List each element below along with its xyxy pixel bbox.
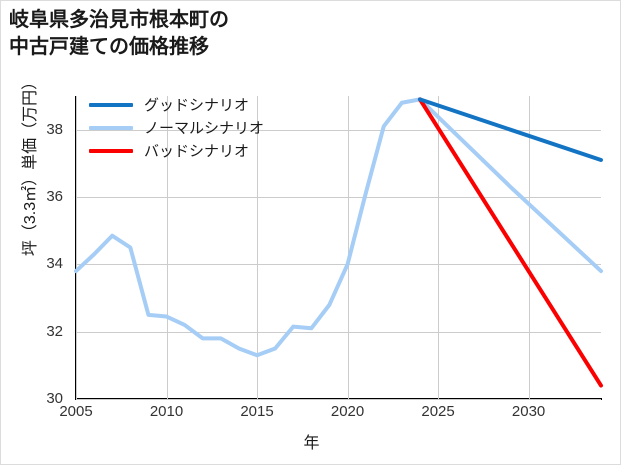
legend-item-label: ノーマルシナリオ [144,120,265,137]
x-axis-tick-labels: 2005 2010 2015 2020 2025 2030 [59,403,601,425]
x-axis-tick-label: 2005 [59,403,93,420]
gridline-vertical [76,96,77,399]
gridline-horizontal [76,129,601,131]
x-axis-tick-label: 2030 [511,403,546,420]
gridline-vertical [257,96,259,399]
series-line [417,97,603,388]
chart-title: 岐阜県多治見市根本町の 中古戸建ての価格推移 [9,9,229,58]
gridline-horizontal [76,331,601,333]
gridline-vertical [528,96,530,399]
legend-item[interactable]: バッドシナリオ [89,139,289,162]
legend-item-label: グッドシナリオ [144,97,250,114]
y-axis-tick-label: 38 [46,120,63,138]
gridline-vertical [347,96,349,399]
legend-color-swatch [89,102,133,107]
legend-item[interactable]: ノーマルシナリオ [89,116,289,139]
x-axis-tick-label: 2015 [240,403,274,420]
y-axis-tick-label: 36 [46,188,63,205]
x-axis-tick-label: 2025 [421,403,455,420]
y-axis-tick-label: 34 [46,255,63,273]
x-axis-tick-label: 2020 [330,403,365,420]
series-line [417,97,603,162]
y-axis-tick-label: 32 [46,322,63,340]
series-line [74,97,603,358]
legend-color-swatch [89,125,133,130]
legend-color-swatch [89,148,133,153]
gridline-vertical [438,96,440,399]
legend-item[interactable]: グッドシナリオ [89,93,289,116]
data-series-layer [74,97,603,388]
gridline-horizontal [76,399,601,400]
y-axis-tick-labels: 30 32 34 36 38 [1,96,69,407]
x-axis-tick-label: 2010 [149,403,184,420]
x-axis-label: 年 [303,435,320,452]
y-axis-tick-label: 30 [46,390,63,407]
gridline-horizontal [76,197,601,198]
legend-item-label: バッドシナリオ [144,143,250,160]
y-axis-label: 坪（3.3㎡）単価（万円） [22,73,39,257]
gridline-horizontal [76,264,601,266]
plot-area [74,96,603,400]
chart-legend: グッドシナリオ ノーマルシナリオ バッドシナリオ [89,93,289,162]
gridline-vertical [166,96,168,399]
